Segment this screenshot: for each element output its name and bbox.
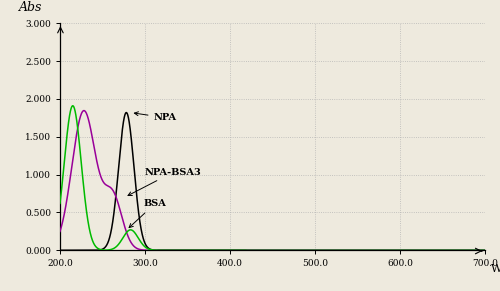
X-axis label: WL: WL bbox=[490, 264, 500, 274]
Text: NPA-BSA3: NPA-BSA3 bbox=[128, 168, 202, 196]
Y-axis label: Abs: Abs bbox=[18, 1, 42, 14]
Text: NPA: NPA bbox=[134, 112, 176, 122]
Text: BSA: BSA bbox=[129, 199, 166, 228]
